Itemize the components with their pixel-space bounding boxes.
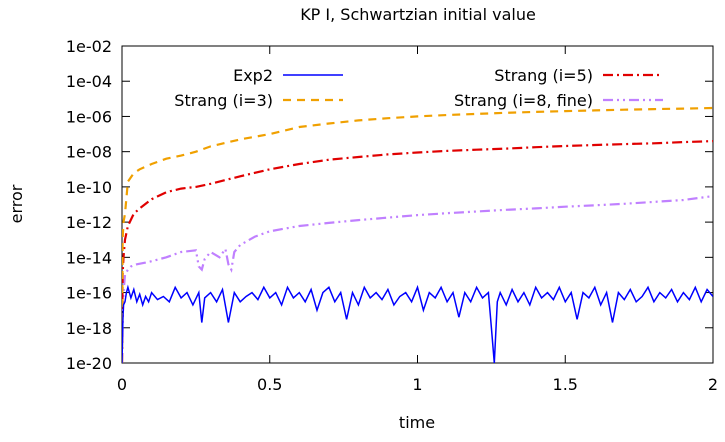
y-tick-label: 1e-14: [66, 248, 112, 267]
x-axis-title: time: [399, 413, 435, 432]
plot-area: 0 0.5 1 1.5 2 1e-20 1e-18 1e-16 1e-14 1e-12 1e-10 1…: [66, 37, 718, 394]
legend-label: Exp2: [233, 66, 273, 85]
y-tick-label: 1e-20: [66, 354, 112, 373]
x-tick-label: 0.5: [257, 375, 282, 394]
legend-label: Strang (i=8, fine): [454, 91, 593, 110]
x-tick-label: 2: [708, 375, 718, 394]
x-tick-label: 1: [412, 375, 422, 394]
series-group: [122, 106, 713, 363]
series-line-4: [122, 195, 713, 363]
y-tick-label: 1e-02: [66, 37, 112, 56]
y-tick-label: 1e-12: [66, 213, 112, 232]
y-tick-label: 1e-04: [66, 72, 112, 91]
y-tick-label: 1e-08: [66, 143, 112, 162]
series-line-1: [122, 284, 713, 363]
y-axis-title: error: [7, 184, 26, 223]
chart-title: KP I, Schwartzian initial value: [300, 5, 536, 24]
y-tick-label: 1e-16: [66, 284, 112, 303]
legend-label: Strang (i=3): [174, 91, 273, 110]
y-tick-label: 1e-06: [66, 107, 112, 126]
series-line-2: [122, 106, 713, 363]
y-tick-label: 1e-10: [66, 178, 112, 197]
x-tick-label: 1.5: [553, 375, 578, 394]
x-tick-label: 0: [117, 375, 127, 394]
legend-label: Strang (i=5): [494, 66, 593, 85]
series-line-3: [122, 140, 713, 363]
y-tick-label: 1e-18: [66, 319, 112, 338]
